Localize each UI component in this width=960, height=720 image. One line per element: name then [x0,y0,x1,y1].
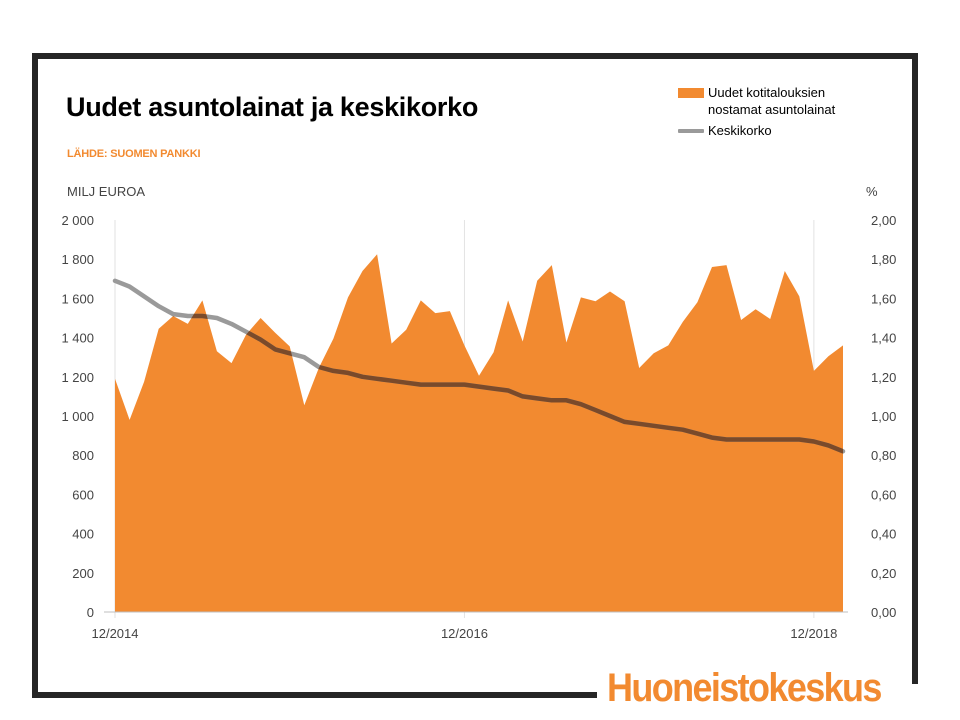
y-left-tick-label: 2 000 [61,213,94,228]
legend-label-rate: Keskikorko [708,123,772,138]
y-right-tick-label: 1,60 [871,291,896,306]
y-left-tick-label: 800 [72,448,94,463]
y-right-tick-label: 1,80 [871,252,896,267]
legend-swatch-line [678,129,704,133]
y-right-tick-label: 2,00 [871,213,896,228]
legend-label-loans: Uudet kotitalouksien nostamat asuntolain… [708,85,836,117]
legend-swatch-area [678,88,704,98]
y-left-tick-label: 0 [87,605,94,620]
legend: Uudet kotitalouksien nostamat asuntolain… [678,84,868,143]
y-left-tick-label: 1 000 [61,409,94,424]
y-right-tick-label: 0,40 [871,527,896,542]
y-left-tick-label: 1 800 [61,252,94,267]
frame-gap [597,684,927,720]
brand-logo: Huoneistokeskus [607,666,882,710]
x-tick-label: 12/2016 [441,626,488,641]
y-right-tick-label: 0,00 [871,605,896,620]
y-left-tick-label: 1 200 [61,370,94,385]
legend-item-rate: Keskikorko [678,122,868,139]
loans-area [115,254,843,613]
right-axis-unit: % [866,184,878,199]
y-right-tick-label: 0,20 [871,566,896,581]
source-note: LÄHDE: SUOMEN PANKKI [67,148,201,160]
y-left-tick-label: 600 [72,487,94,502]
x-tick-label: 12/2018 [790,626,837,641]
y-right-tick-label: 1,20 [871,370,896,385]
y-right-tick-label: 1,00 [871,409,896,424]
y-right-tick-label: 0,60 [871,487,896,502]
y-left-tick-label: 1 400 [61,331,94,346]
y-left-tick-label: 400 [72,527,94,542]
chart-title: Uudet asuntolainat ja keskikorko [66,92,479,122]
legend-item-loans: Uudet kotitalouksien nostamat asuntolain… [678,84,868,118]
y-left-tick-label: 200 [72,566,94,581]
y-right-tick-label: 1,40 [871,331,896,346]
left-axis-unit: MILJ EUROA [67,184,145,199]
y-left-tick-label: 1 600 [61,291,94,306]
y-right-tick-label: 0,80 [871,448,896,463]
x-tick-label: 12/2014 [92,626,139,641]
